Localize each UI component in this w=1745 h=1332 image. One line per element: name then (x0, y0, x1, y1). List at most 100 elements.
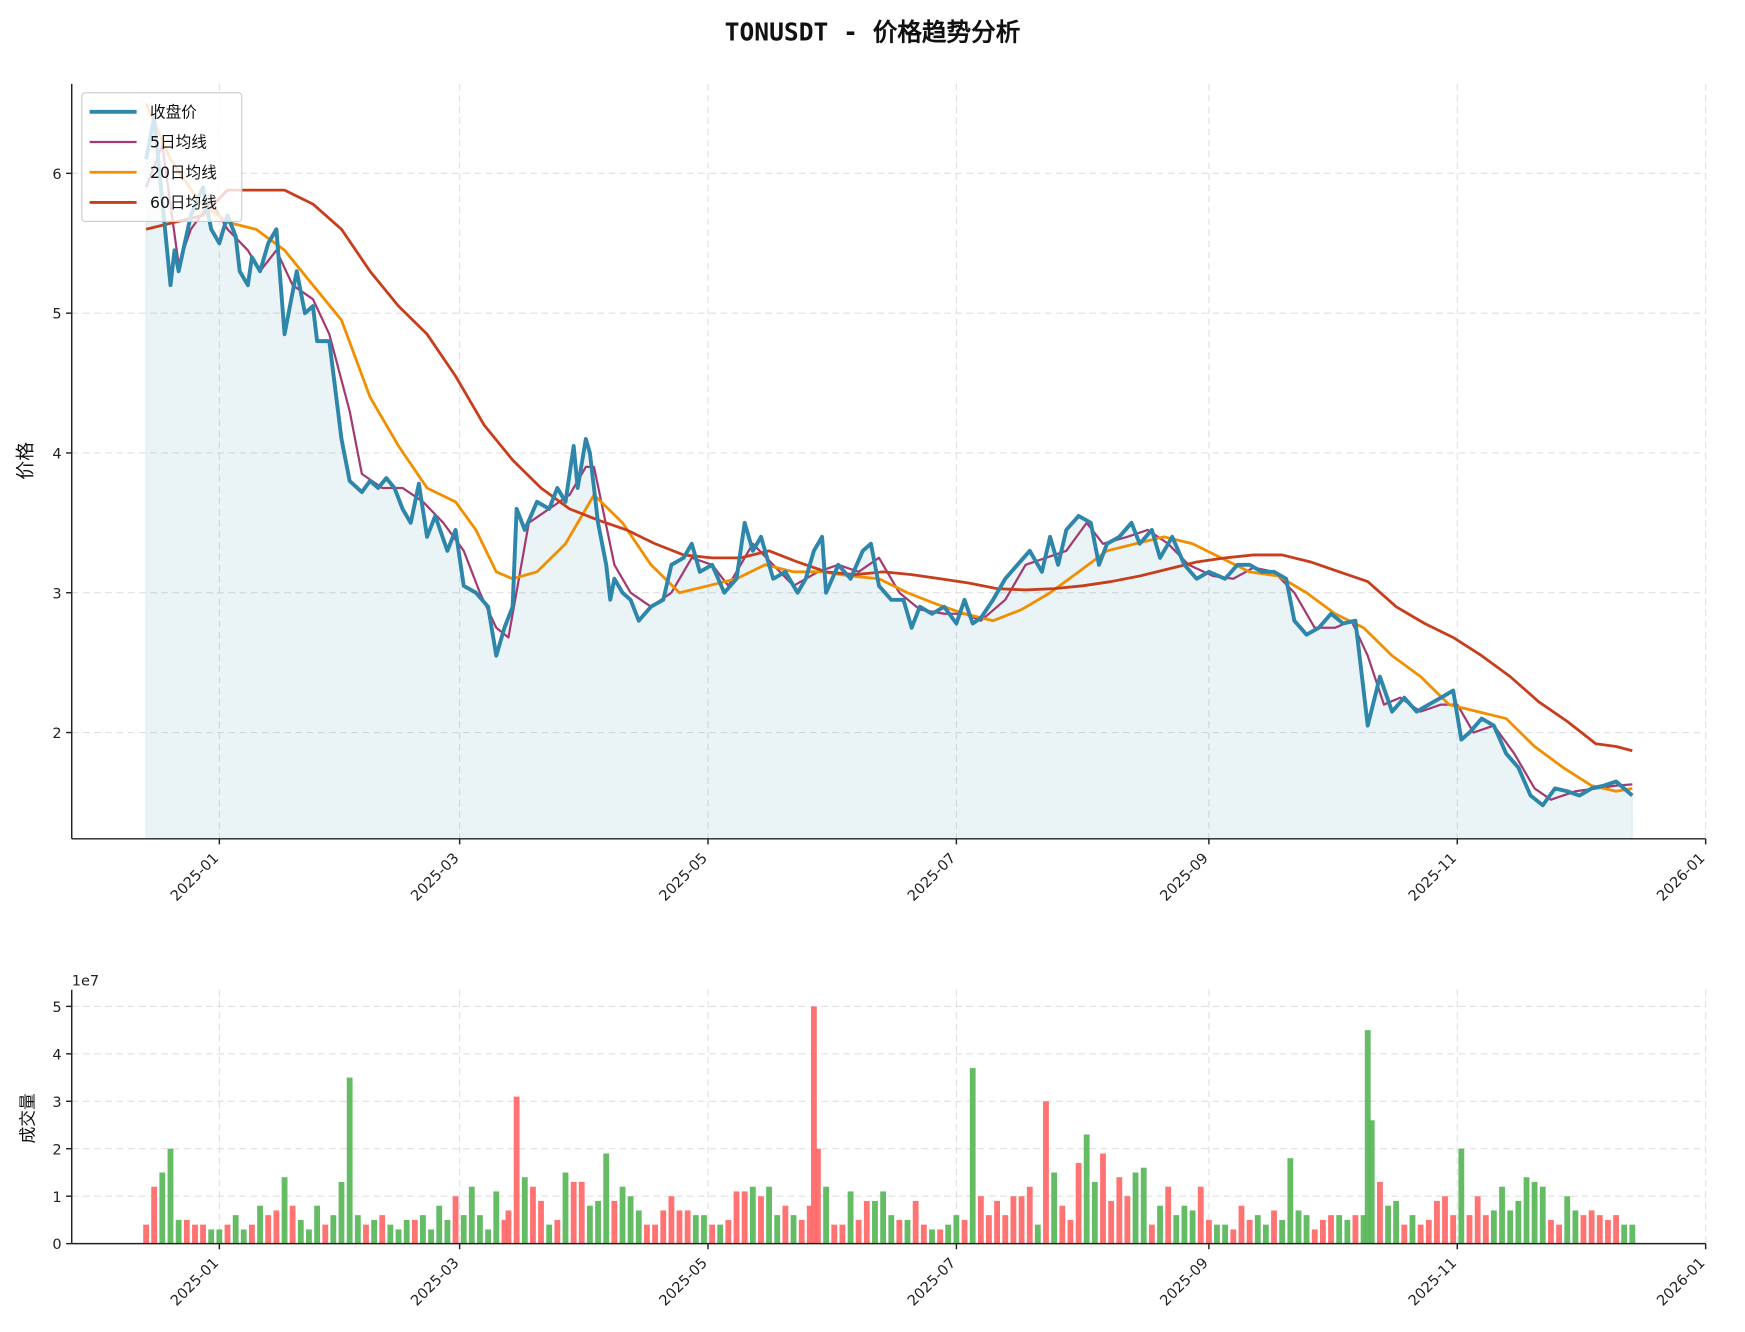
volume-bar (175, 1219, 182, 1244)
volume-bar (1564, 1196, 1571, 1244)
volume-bar (513, 1096, 520, 1244)
volume-bar (1531, 1181, 1538, 1244)
volume-bar (977, 1196, 984, 1244)
volume-bar (1287, 1158, 1294, 1244)
volume-bar (774, 1215, 781, 1244)
volume-bar (232, 1215, 239, 1244)
volume-bar (1108, 1200, 1115, 1244)
volume-bar (1043, 1101, 1049, 1244)
volume-bar (660, 1210, 667, 1244)
volume-bar (297, 1219, 304, 1244)
price-y-axis-label: 价格 (14, 442, 36, 480)
volume-bar (806, 1205, 813, 1244)
legend-label: 收盘价 (150, 102, 197, 121)
volume-bar (420, 1215, 426, 1244)
volume-bar (904, 1219, 911, 1244)
volume-bar (265, 1215, 272, 1244)
volume-bar (1051, 1172, 1058, 1244)
volume-bar (611, 1200, 618, 1244)
volume-bar (1629, 1224, 1636, 1244)
volume-bar (684, 1210, 691, 1244)
volume-bar (668, 1196, 675, 1244)
volume-bar (790, 1215, 797, 1244)
volume-bar (273, 1210, 280, 1244)
volume-x-tick-label: 2025-03 (408, 1255, 462, 1309)
volume-bar (240, 1229, 247, 1244)
volume-bar (1319, 1219, 1326, 1244)
price-plot-area (144, 102, 1634, 840)
volume-bar (1417, 1224, 1424, 1244)
volume-bar (208, 1229, 215, 1244)
volume-bar (709, 1224, 716, 1244)
legend-label: 60日均线 (150, 193, 217, 212)
volume-bar (1034, 1224, 1041, 1244)
price-x-tick-label: 2025-01 (168, 850, 222, 904)
volume-bar (652, 1224, 658, 1244)
volume-bar (1515, 1200, 1522, 1244)
volume-bar (749, 1186, 756, 1244)
volume-bar (986, 1215, 992, 1244)
series-line-close (144, 115, 1634, 808)
volume-bar (619, 1186, 626, 1244)
volume-bar (1100, 1153, 1106, 1244)
volume-bar (485, 1229, 492, 1244)
volume-bar (1377, 1181, 1383, 1244)
volume-bar (183, 1219, 190, 1244)
volume-y-axis-label: 成交量 (18, 1093, 38, 1143)
volume-bar (1083, 1134, 1090, 1244)
volume-bar (159, 1172, 166, 1244)
volume-bar (338, 1181, 345, 1244)
volume-bar (578, 1181, 585, 1244)
volume-bar (627, 1196, 634, 1244)
volume-bar (306, 1229, 312, 1244)
volume-x-tick-label: 2025-05 (657, 1255, 711, 1309)
volume-bar (452, 1196, 459, 1244)
volume-bar (1238, 1205, 1245, 1244)
volume-bar (929, 1229, 935, 1244)
volume-bar (554, 1219, 561, 1244)
volume-bar (1254, 1215, 1261, 1244)
volume-bar (1621, 1224, 1628, 1244)
series-line-ma5 (145, 144, 1633, 801)
volume-bar (1295, 1210, 1302, 1244)
volume-bar (1067, 1219, 1074, 1244)
volume-bar (1401, 1224, 1408, 1244)
volume-bar (248, 1224, 255, 1244)
volume-bar (758, 1196, 764, 1244)
volume-bar (1548, 1219, 1554, 1244)
volume-bar (823, 1186, 829, 1244)
volume-bar (692, 1215, 699, 1244)
volume-bar (562, 1172, 569, 1244)
volume-bar (151, 1186, 158, 1244)
legend-box (81, 92, 243, 222)
volume-bar (1303, 1215, 1310, 1244)
volume-bar (1385, 1205, 1391, 1244)
volume-bar (371, 1219, 378, 1244)
volume-bar (1262, 1224, 1269, 1244)
legend: 收盘价 5日均线 20日均线 60日均线 (81, 92, 243, 222)
volume-bar (1206, 1219, 1212, 1244)
volume-bar (969, 1068, 976, 1244)
volume-bar (1279, 1219, 1286, 1244)
volume-bar (1596, 1215, 1603, 1244)
volume-y-tick-label: 5 (52, 1000, 61, 1016)
volume-bar (530, 1186, 536, 1244)
volume-bar (1499, 1186, 1505, 1244)
series-line-ma60 (145, 188, 1633, 753)
volume-bar (379, 1215, 386, 1244)
volume-bar (289, 1205, 296, 1244)
volume-bar (363, 1224, 369, 1244)
volume-bar (937, 1229, 944, 1244)
volume-bar (1523, 1177, 1530, 1244)
volume-bar (521, 1177, 528, 1244)
volume-bar (831, 1224, 838, 1244)
volume-bar (1075, 1163, 1082, 1244)
volume-bar (1539, 1186, 1546, 1244)
volume-bar (717, 1224, 724, 1244)
volume-y-tick-label: 0 (52, 1237, 61, 1253)
chart-title: TONUSDT - 价格趋势分析 (725, 17, 1021, 46)
volume-bar (192, 1224, 198, 1244)
volume-x-tick-label: 2025-07 (905, 1255, 959, 1309)
volume-bar (493, 1191, 500, 1244)
